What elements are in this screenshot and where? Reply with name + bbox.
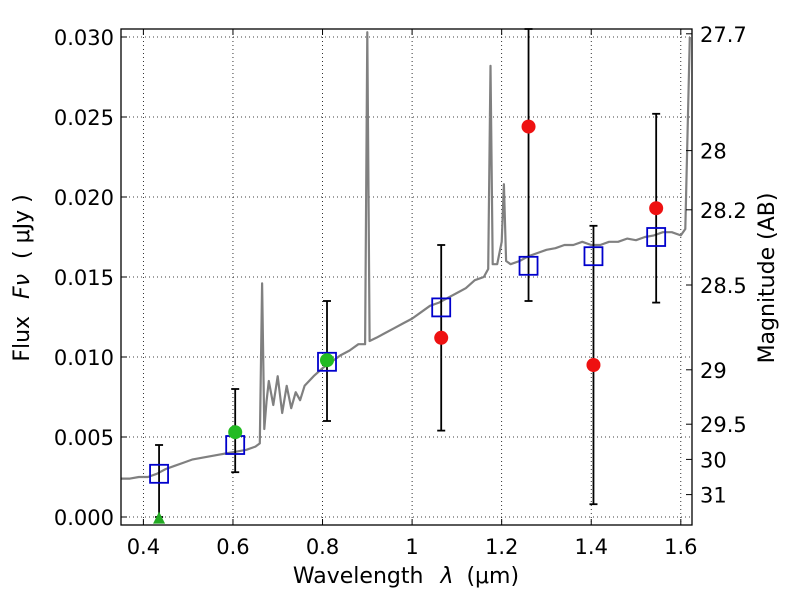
data-point xyxy=(320,353,335,368)
y2-tick-label: 28.2 xyxy=(700,199,747,223)
y-tick-label: 0.015 xyxy=(54,266,114,290)
x-axis-title: Wavelength λ (μm) xyxy=(293,564,519,589)
y-tick-label: 0.010 xyxy=(54,346,114,370)
y-axis-symbol: Fν xyxy=(10,274,35,299)
y2-tick-label: 28.5 xyxy=(700,274,747,298)
model-flux-square xyxy=(518,255,539,276)
y2-tick-label: 27.7 xyxy=(700,23,747,47)
x-tick-label: 1.2 xyxy=(485,535,518,559)
plot-frame xyxy=(120,28,693,526)
y2-tick-label: 31 xyxy=(700,484,727,508)
data-point xyxy=(649,201,664,216)
x-tick-label: 1 xyxy=(405,535,418,559)
grid xyxy=(121,29,692,525)
model-flux-square xyxy=(646,227,667,247)
y-tick-label: 0.030 xyxy=(54,26,114,50)
marker-layer xyxy=(149,119,667,524)
data-point xyxy=(521,119,536,134)
y2-tick-label: 28 xyxy=(700,140,727,164)
y-axis-unit: ( μJy ) xyxy=(10,194,35,259)
x-tick-label: 0.8 xyxy=(306,535,339,559)
x-axis-symbol: λ xyxy=(439,564,453,589)
y2-tick-label: 29.5 xyxy=(700,413,747,437)
y-tick-label: 0.025 xyxy=(54,106,114,130)
y-tick-label: 0.020 xyxy=(54,186,114,210)
y-axis-label: Flux xyxy=(10,316,35,362)
x-tick-label: 0.4 xyxy=(127,535,160,559)
spectrum-layer xyxy=(121,31,691,480)
y2-tick-label: 29 xyxy=(700,359,727,383)
data-point xyxy=(434,330,449,345)
x-tick-label: 1.6 xyxy=(664,535,697,559)
x-tick-label: 1.4 xyxy=(575,535,608,559)
y-tick-label: 0.000 xyxy=(54,506,114,530)
x-axis-unit: (μm) xyxy=(466,564,519,589)
y-tick-label: 0.005 xyxy=(54,426,114,450)
x-axis-label: Wavelength xyxy=(293,564,424,589)
y2-axis-title: Magnitude (AB) xyxy=(755,193,780,364)
y-axis-title: Flux Fν ( μJy ) xyxy=(10,194,35,361)
tick-layer: 0.4 0.6 0.8 1 1.2 1.4 1.6 0.000 0.005 0.010 0.015 0… xyxy=(54,23,747,559)
model-flux-square xyxy=(583,246,604,267)
model-flux-square xyxy=(431,297,452,318)
x-tick-label: 0.6 xyxy=(216,535,249,559)
y2-tick-label: 30 xyxy=(700,448,727,472)
data-point xyxy=(586,358,601,372)
model-flux-square xyxy=(149,463,169,484)
data-point xyxy=(228,425,243,440)
spectrum-line xyxy=(121,31,691,480)
errorbar-layer xyxy=(155,28,661,518)
model-flux-square xyxy=(317,351,337,372)
upper-limit-triangle xyxy=(153,511,166,524)
